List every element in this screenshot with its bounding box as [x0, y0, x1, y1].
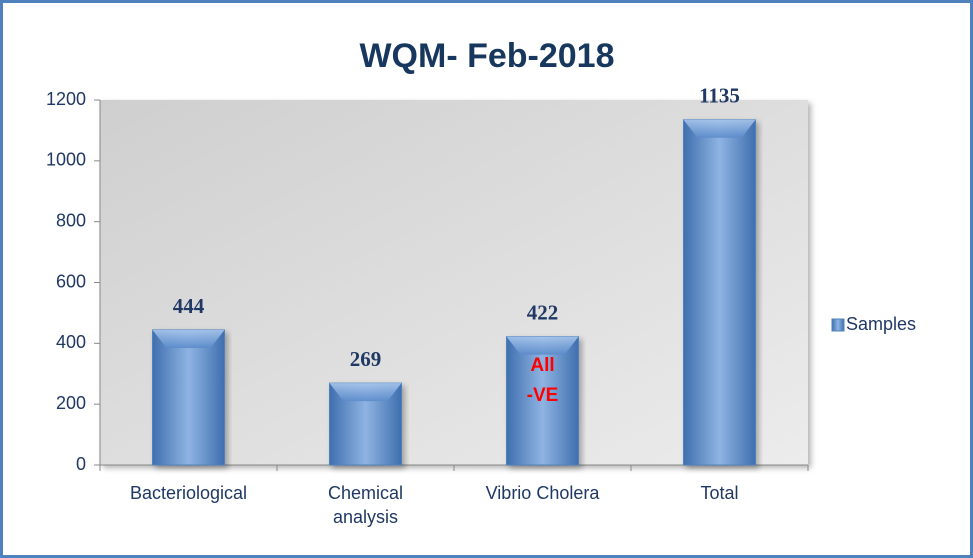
bar-group [683, 119, 756, 466]
y-tick-label: 400 [56, 332, 86, 352]
bar-group [152, 329, 225, 466]
bar-bevel [683, 119, 756, 138]
x-tick-label-wrap: Chemical analysis [277, 481, 454, 541]
data-label: 444 [173, 294, 205, 318]
y-tick-label: 1200 [46, 89, 86, 109]
bar-group [329, 382, 402, 466]
data-label: 422 [527, 300, 559, 324]
bar [683, 119, 756, 466]
x-tick-label-wrap: Vibrio Cholera [454, 481, 631, 541]
bar [152, 329, 225, 466]
x-tick-label-box: Bacteriological [100, 481, 277, 541]
y-tick-label: 0 [76, 454, 86, 474]
legend-swatch [831, 318, 845, 332]
x-tick-label-box: Vibrio Cholera [454, 481, 631, 541]
y-tick-label: 600 [56, 271, 86, 291]
annotation: All [530, 355, 554, 376]
chart-title: WQM- Feb-2018 [359, 37, 614, 75]
x-tick-label-box: Total [631, 481, 808, 541]
data-label: 269 [350, 347, 382, 371]
bar-bevel [506, 336, 579, 355]
bar-group [506, 336, 579, 466]
bar [506, 336, 579, 466]
bar-bevel [152, 329, 225, 348]
annotation: -VE [527, 385, 559, 406]
bar-bevel [329, 383, 402, 402]
legend-label: Samples [846, 314, 916, 334]
x-tick-label: Bacteriological [129, 483, 248, 503]
y-tick-label: 200 [56, 393, 86, 413]
y-tick-label: 1000 [46, 150, 86, 170]
y-tick-label: 800 [56, 210, 86, 230]
x-tick-label-wrap: Total [631, 481, 808, 541]
x-tick-label: Vibrio Cholera [485, 483, 600, 503]
data-label: 1135 [699, 84, 740, 108]
x-tick-label-box: Chemical analysis [277, 481, 454, 541]
x-tick-label: Total [700, 483, 739, 503]
x-tick-label: Chemical analysis [327, 483, 404, 527]
x-tick-label-wrap: Bacteriological [100, 481, 277, 541]
